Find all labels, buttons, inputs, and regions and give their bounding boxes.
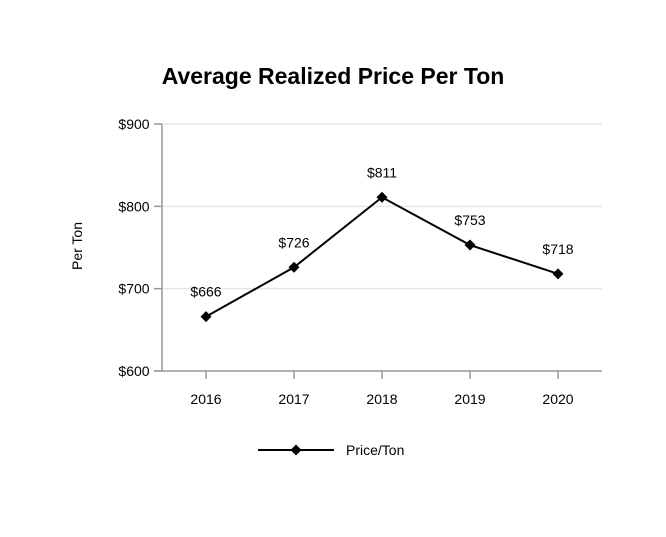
x-tick-label: 2020 [542, 391, 573, 407]
data-point-marker [376, 191, 388, 203]
x-tick-label: 2016 [190, 391, 221, 407]
data-point-marker [200, 311, 212, 323]
series-price-per-ton [200, 191, 564, 323]
y-tick-label: $800 [118, 198, 149, 214]
data-point-marker [552, 268, 564, 280]
x-tick-label: 2017 [278, 391, 309, 407]
y-tick-label: $700 [118, 281, 149, 297]
y-tick-label: $900 [118, 116, 149, 132]
tick-labels: $600 $700 $800 $900 2016 2017 2018 2019 2020 [118, 116, 573, 407]
data-point-marker [464, 239, 476, 251]
y-axis-label: Per Ton [69, 222, 85, 270]
data-labels: $666 $726 $811 $753 $718 [190, 164, 573, 299]
data-label: $726 [278, 234, 309, 250]
chart-title: Average Realized Price Per Ton [162, 63, 505, 89]
legend: Price/Ton [258, 442, 404, 458]
gridlines [162, 123, 602, 290]
legend-marker [290, 444, 302, 456]
series-line [205, 196, 559, 318]
data-label: $666 [190, 284, 221, 300]
axes [154, 123, 602, 379]
y-tick-label: $600 [118, 363, 149, 379]
legend-label: Price/Ton [346, 442, 404, 458]
data-label: $753 [454, 212, 485, 228]
data-label: $718 [542, 241, 573, 257]
x-tick-label: 2019 [454, 391, 485, 407]
data-label: $811 [367, 164, 397, 180]
x-tick-label: 2018 [366, 391, 397, 407]
data-point-marker [288, 261, 300, 273]
